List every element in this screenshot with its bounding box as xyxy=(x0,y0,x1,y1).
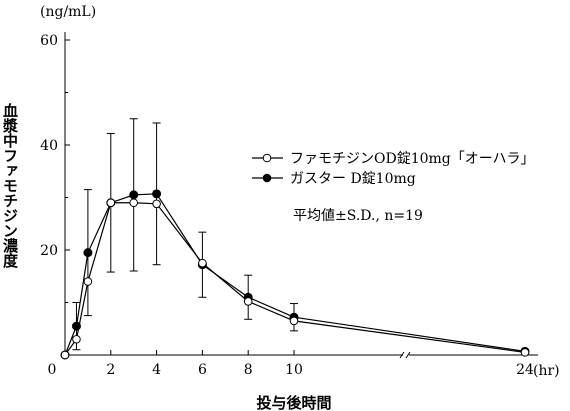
series-line-od xyxy=(64,202,526,356)
data-point-od xyxy=(72,334,81,344)
data-point-od xyxy=(60,350,70,360)
y-axis-title: 血漿中ファモチジン濃度 xyxy=(1,102,19,269)
data-point-od xyxy=(106,198,116,208)
data-point-gaster xyxy=(152,189,162,199)
x-tick-label-10: 10 xyxy=(285,362,303,378)
data-point-od xyxy=(198,258,207,268)
data-point-gaster xyxy=(71,321,81,331)
legend-marker-filled xyxy=(262,173,272,183)
stats-annotation: 平均値±S.D., n=19 xyxy=(293,208,423,224)
legend: ファモチジンOD錠10mg「オーハラ」ガスター D錠10mg xyxy=(252,151,534,187)
data-point-gaster xyxy=(83,248,93,258)
data-point-od xyxy=(520,348,530,357)
y-unit-label: (ng/mL) xyxy=(40,4,96,20)
x-tick-label-24: 24 xyxy=(516,362,534,378)
series-layer xyxy=(60,118,530,360)
series-line-gaster xyxy=(64,193,526,356)
data-point-od xyxy=(243,297,253,306)
x-tick-label-8: 8 xyxy=(244,362,253,378)
data-point-gaster xyxy=(129,190,139,200)
x-tick-label-2: 2 xyxy=(106,362,115,378)
x-unit-label: (hr) xyxy=(533,363,560,379)
x-axis-title: 投与後時間 xyxy=(256,394,331,411)
x-tick-label-0: 0 xyxy=(48,362,57,378)
y-tick-label-40: 40 xyxy=(40,138,58,154)
legend-label-0: ファモチジンOD錠10mg「オーハラ」 xyxy=(290,151,534,167)
x-tick-label-4: 4 xyxy=(152,362,161,378)
x-axis-break-mark xyxy=(399,351,411,359)
data-point-od xyxy=(289,316,299,326)
y-tick-label-60: 60 xyxy=(40,33,58,49)
legend-marker-open xyxy=(262,153,272,163)
x-tick-label-6: 6 xyxy=(198,362,207,378)
data-point-od xyxy=(129,198,138,208)
y-tick-label-20: 20 xyxy=(40,243,58,259)
legend-label-1: ガスター D錠10mg xyxy=(290,171,416,187)
data-point-od xyxy=(83,277,93,286)
data-point-od xyxy=(152,199,161,209)
